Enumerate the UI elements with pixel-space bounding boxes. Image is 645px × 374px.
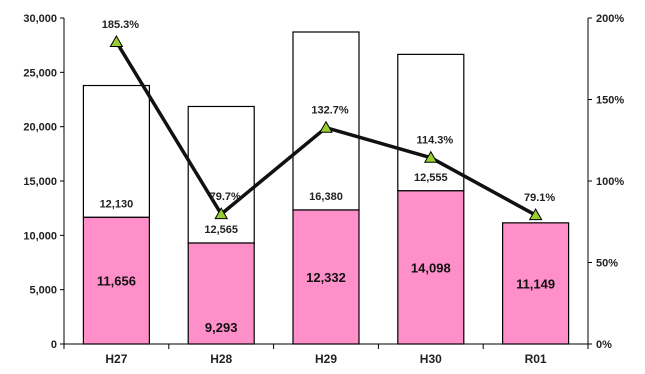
lower-value-label: 11,656 [97, 274, 136, 289]
bar-lower-H29 [292, 209, 360, 345]
ratio-point-H30 [423, 150, 438, 163]
line-layer [109, 34, 543, 221]
ratio-value-label: 114.3% [416, 135, 453, 147]
y-left-tick-label: 10,000 [23, 230, 57, 242]
ratio-value-label: 79.7% [210, 191, 241, 203]
bar-lower-H30 [397, 190, 465, 345]
bar-lower-H28 [187, 242, 255, 345]
ratio-value-label: 185.3% [102, 19, 140, 31]
lower-value-label: 11,149 [516, 276, 555, 291]
y-right-tick-label: 0% [596, 339, 612, 351]
upper-value-label: 12,130 [100, 198, 134, 210]
labels-layer: 11,656 9,293 12,332 14,098 11,149 12,130 12,56… [97, 19, 556, 335]
y-left-tick-label: 20,000 [23, 122, 57, 134]
x-tick-label: H27 [105, 352, 127, 366]
lower-value-label: 14,098 [411, 260, 451, 275]
y-left-tick-label: 30,000 [23, 13, 57, 25]
bar-lower-H27 [82, 216, 151, 345]
lower-value-label: 12,332 [306, 270, 346, 285]
y-left-tick-label: 25,000 [23, 67, 57, 79]
upper-value-label: 12,565 [204, 224, 238, 236]
y-right-tick-label: 150% [596, 95, 624, 107]
y-right-tick-label: 100% [596, 176, 624, 188]
ratio-point-H29 [319, 120, 333, 133]
ratio-point-H28 [214, 207, 229, 220]
x-tick-label: H29 [315, 352, 337, 366]
y-left-tick-label: 5,000 [29, 285, 57, 297]
y-right-tick-label: 50% [596, 258, 618, 270]
ratio-point-H27 [109, 34, 124, 47]
ratio-point-R01 [528, 208, 543, 221]
x-tick-label: H30 [420, 352, 442, 366]
x-tick-label: H28 [210, 352, 232, 366]
lower-value-label: 9,293 [205, 320, 238, 335]
axes-layer: 0 5,000 10,000 15,000 20,000 25,000 30,000 0% 50… [23, 13, 624, 366]
x-tick-label: R01 [525, 352, 547, 366]
upper-value-label: 12,555 [414, 172, 448, 184]
bars-layer [82, 31, 570, 345]
y-left-tick-label: 15,000 [23, 176, 57, 188]
upper-value-label: 16,380 [309, 191, 343, 203]
y-right-tick-label: 200% [596, 13, 624, 25]
ratio-value-label: 132.7% [311, 105, 349, 117]
ratio-value-label: 79.1% [524, 192, 555, 204]
bar-upper-H27 [82, 84, 151, 218]
y-left-tick-label: 0 [51, 339, 57, 351]
